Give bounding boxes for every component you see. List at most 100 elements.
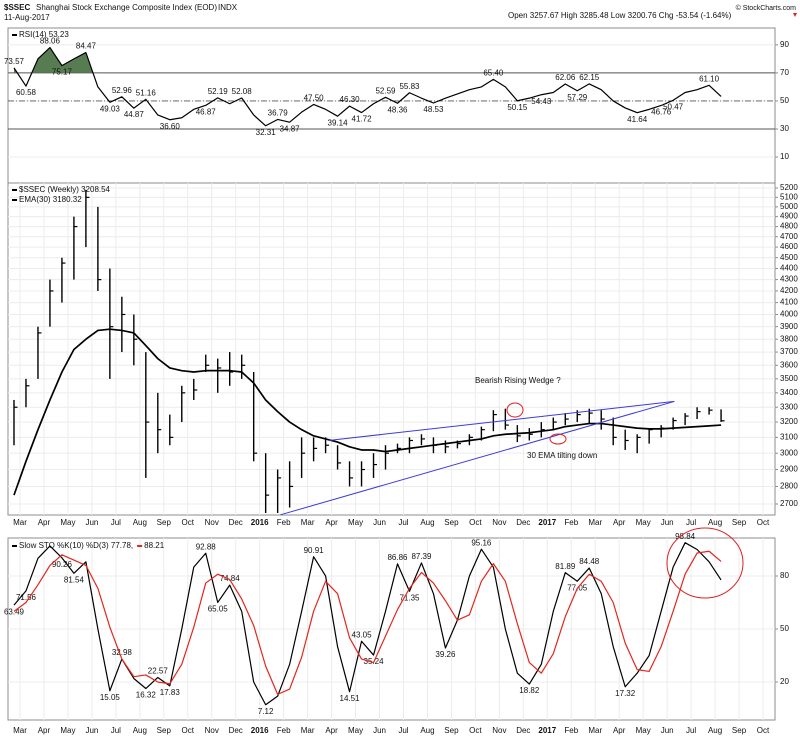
legend-entry: Slow STO %K(10) %D(3) 77.78, — [19, 541, 133, 550]
panel-frame — [7, 182, 776, 516]
x-tick-label: 2016 — [251, 518, 269, 527]
y-tick-label: 3800 — [780, 334, 798, 343]
value-label: 65.40 — [483, 68, 504, 77]
x-tick-label: Apr — [325, 518, 338, 527]
x-tick-label: Sep — [157, 726, 172, 735]
x-tick-label: May — [60, 518, 75, 527]
series-line — [13, 542, 722, 706]
x-tick-label: Apr — [38, 726, 51, 735]
legend-entry: EMA(30) 3180.32 — [19, 195, 82, 204]
value-label: 32.98 — [112, 648, 133, 657]
value-label: 52.19 — [208, 87, 229, 96]
x-tick-label: Apr — [325, 726, 338, 735]
series-line — [13, 46, 722, 127]
value-label: 48.36 — [387, 105, 408, 114]
value-label: 84.47 — [76, 42, 97, 51]
x-tick-label: Oct — [757, 726, 770, 735]
x-tick-label: Jul — [111, 518, 121, 527]
y-tick-label: 3500 — [780, 374, 798, 383]
trendline — [328, 400, 675, 441]
value-label: 14.51 — [340, 694, 361, 703]
y-tick-label: 80 — [780, 571, 789, 580]
x-tick-label: Dec — [516, 518, 530, 527]
value-label: 62.15 — [579, 73, 600, 82]
value-label: 84.48 — [579, 557, 600, 566]
legend-swatch — [12, 34, 17, 36]
x-tick-label: Jul — [111, 726, 121, 735]
value-label: 41.64 — [627, 115, 648, 124]
y-tick-label: 30 — [780, 124, 789, 133]
legend-swatch — [12, 545, 17, 547]
value-label: 71.35 — [399, 593, 420, 602]
y-tick-label: 4200 — [780, 286, 798, 295]
x-tick-label: Apr — [613, 518, 626, 527]
y-tick-label: 5200 — [780, 183, 798, 192]
x-tick-label: Jul — [398, 726, 408, 735]
value-label: 22.57 — [148, 667, 169, 676]
y-tick-label: 4800 — [780, 222, 798, 231]
x-tick-label: Aug — [133, 726, 147, 735]
value-label: 81.89 — [555, 562, 576, 571]
value-label: 75.17 — [52, 68, 73, 77]
value-label: 15.05 — [100, 693, 121, 702]
value-label: 61.10 — [699, 74, 720, 83]
y-tick-label: 4100 — [780, 298, 798, 307]
x-tick-label: Aug — [420, 726, 434, 735]
y-tick-label: 90 — [780, 40, 789, 49]
value-label: 7.12 — [258, 707, 274, 716]
y-tick-label: 4500 — [780, 253, 798, 262]
x-tick-label: Apr — [613, 726, 626, 735]
value-label: 43.05 — [352, 630, 373, 639]
value-label: 48.53 — [423, 105, 444, 114]
header: $SSEC Shanghai Stock Exchange Composite … — [4, 3, 796, 22]
y-tick-label: 4900 — [780, 212, 798, 221]
value-label: 62.06 — [555, 73, 576, 82]
credit: © StockCharts.com — [736, 4, 797, 12]
symbol: $SSEC — [4, 3, 30, 12]
y-tick-label: 4600 — [780, 242, 798, 251]
value-label: 52.96 — [112, 86, 133, 95]
value-label: 90.26 — [52, 560, 73, 569]
x-tick-label: Sep — [732, 726, 747, 735]
legend-entry: 88.21 — [144, 541, 165, 550]
x-tick-label: Oct — [182, 518, 195, 527]
x-tick-label: Jul — [398, 518, 408, 527]
value-label: 16.32 — [136, 691, 157, 700]
value-label: 71.56 — [16, 593, 37, 602]
exchange: INDX — [218, 3, 238, 12]
value-label: 51.16 — [136, 88, 157, 97]
value-label: 44.87 — [124, 110, 145, 119]
y-tick-label: 3400 — [780, 388, 798, 397]
x-tick-label: Nov — [205, 726, 219, 735]
value-label: 90.91 — [304, 546, 325, 555]
value-label: 73.57 — [4, 57, 25, 66]
x-tick-label: Jun — [373, 726, 386, 735]
value-label: 52.08 — [232, 87, 253, 96]
value-label: 50.47 — [663, 102, 684, 111]
x-tick-label: 2017 — [538, 726, 556, 735]
annotation: 30 EMA tilting down — [527, 451, 597, 460]
y-tick-label: 4400 — [780, 264, 798, 273]
y-tick-label: 50 — [780, 96, 789, 105]
y-tick-label: 2700 — [780, 499, 798, 508]
value-label: 74.84 — [220, 574, 241, 583]
x-tick-label: Jun — [85, 726, 98, 735]
value-label: 92.88 — [196, 542, 217, 551]
legend-swatch — [12, 189, 17, 191]
value-label: 87.39 — [411, 552, 432, 561]
value-label: 46.76 — [651, 108, 672, 117]
y-tick-label: 5100 — [780, 192, 798, 201]
value-label: 41.72 — [352, 115, 373, 124]
series-line — [13, 328, 722, 496]
x-tick-label: Feb — [277, 518, 291, 527]
y-tick-label: 3700 — [780, 347, 798, 356]
x-tick-label: Feb — [564, 726, 578, 735]
x-tick-label: Feb — [277, 726, 291, 735]
annotation: Bearish Rising Wedge ? — [475, 376, 561, 385]
value-label: 55.83 — [399, 82, 420, 91]
y-tick-label: 4300 — [780, 275, 798, 284]
value-label: 17.32 — [615, 689, 636, 698]
value-label: 36.79 — [268, 109, 289, 118]
x-tick-label: Dec — [516, 726, 530, 735]
